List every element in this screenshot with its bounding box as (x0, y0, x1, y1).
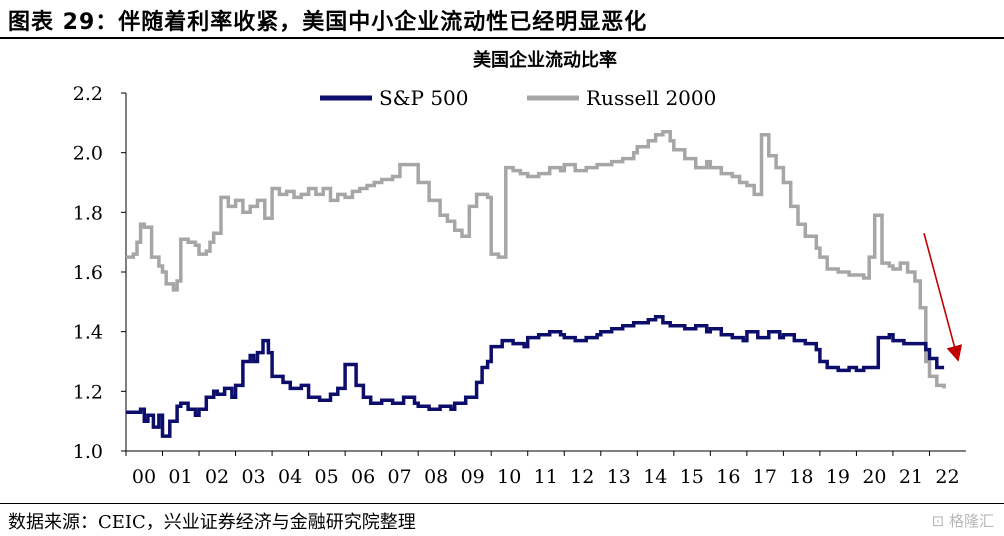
x-tick-label: 04 (278, 466, 302, 488)
legend-label-sp500: S&P 500 (379, 86, 469, 110)
x-tick-label: 21 (899, 466, 923, 488)
series-layer (126, 130, 946, 438)
x-tick-label: 02 (205, 466, 229, 488)
x-tick-label: 14 (643, 466, 667, 488)
x-tick-label: 16 (716, 466, 740, 488)
x-tick-label: 10 (497, 466, 521, 488)
x-tick-label: 06 (351, 466, 375, 488)
title-rule (0, 37, 1004, 39)
y-tick-label: 1.6 (73, 262, 103, 284)
y-tick-label: 2.2 (73, 83, 103, 105)
x-tick-label: 07 (388, 466, 412, 488)
x-tick-label: 22 (935, 466, 959, 488)
x-tick-label: 17 (753, 466, 777, 488)
y-tick-label: 1.2 (73, 381, 103, 403)
y-tick-label: 2.0 (73, 143, 103, 165)
x-tick-label: 03 (241, 466, 265, 488)
x-tick-label: 15 (680, 466, 704, 488)
annotation-layer (923, 233, 963, 362)
y-tick-label: 1.8 (73, 202, 103, 224)
y-tick-label: 1.4 (73, 322, 103, 344)
legend-label-russell2000: Russell 2000 (586, 86, 716, 110)
x-tick-label: 12 (570, 466, 594, 488)
source-note: 数据来源：CEIC，兴业证券经济与金融研究院整理 (8, 512, 416, 533)
source-rule (0, 503, 1004, 504)
x-tick-label: 20 (862, 466, 886, 488)
series-line-russell2000 (126, 130, 946, 389)
x-tick-label: 19 (826, 466, 850, 488)
axes: 1.0 1.2 1.4 1.6 1.8 2.0 2.2 00 01 02 03 04 05 06 07 08 0… (73, 83, 966, 488)
x-tick-label: 05 (315, 466, 339, 488)
chart-title: 美国企业流动比率 (473, 49, 617, 71)
liquidity-ratio-chart: 美国企业流动比率 S&P 500 Russell 2000 1.01.21.41… (73, 49, 966, 488)
series-line-sp500 (126, 315, 945, 438)
watermark-text: 格隆汇 (948, 512, 994, 530)
watermark-logo-icon: ⊡ (931, 512, 945, 530)
y-tick-label: 1.0 (73, 441, 103, 463)
x-tick-label: 09 (461, 466, 485, 488)
x-tick-label: 11 (534, 466, 558, 488)
watermark: ⊡ 格隆汇 (932, 510, 994, 531)
x-tick-label: 13 (607, 466, 631, 488)
legend: S&P 500 Russell 2000 (320, 86, 716, 110)
x-tick-label: 08 (424, 466, 448, 488)
figure-title: 图表 29：伴随着利率收紧，美国中小企业流动性已经明显恶化 (8, 10, 648, 35)
annotation-arrow (923, 233, 963, 362)
x-tick-label: 18 (789, 466, 813, 488)
x-tick-label: 01 (168, 466, 192, 488)
x-tick-label: 00 (132, 466, 156, 488)
